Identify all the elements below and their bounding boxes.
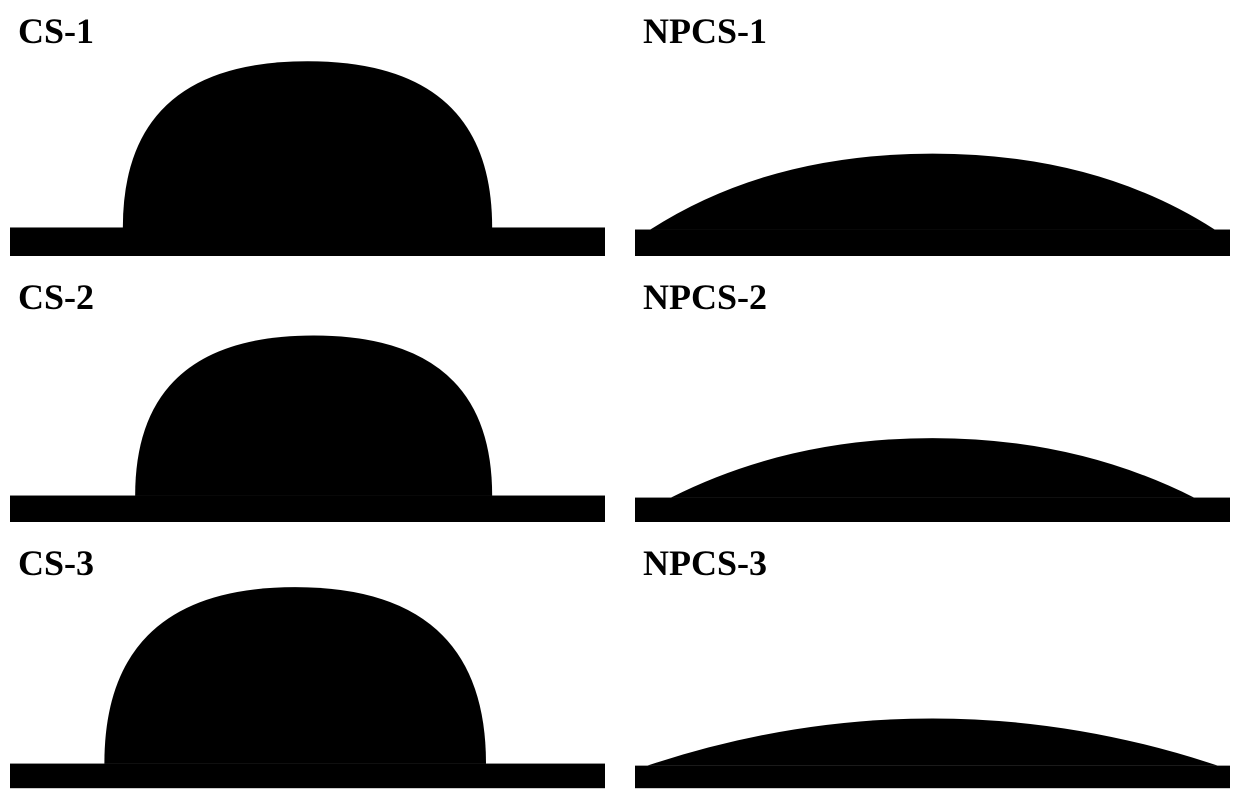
- substrate-cs2: [10, 496, 605, 523]
- substrate-npcs1: [635, 230, 1230, 257]
- droplet-shape-npcs3: [647, 719, 1217, 766]
- panel-label-cs3: CS-3: [18, 542, 94, 584]
- droplet-shape-npcs2: [671, 438, 1194, 497]
- droplet-svg-cs1: [10, 10, 605, 256]
- panel-cs2: CS-2: [10, 276, 605, 522]
- panel-label-npcs2: NPCS-2: [643, 276, 767, 318]
- figure-container: CS-1 NPCS-1 CS-2 NPCS-2: [0, 0, 1240, 798]
- substrate-npcs3: [635, 766, 1230, 789]
- droplet-svg-cs2: [10, 276, 605, 522]
- substrate-cs3: [10, 764, 605, 789]
- panel-cs3: CS-3: [10, 542, 605, 788]
- droplet-area-cs3: [10, 542, 605, 788]
- panel-label-npcs1: NPCS-1: [643, 10, 767, 52]
- droplet-area-cs2: [10, 276, 605, 522]
- droplet-svg-cs3: [10, 542, 605, 788]
- panel-npcs1: NPCS-1: [635, 10, 1230, 256]
- droplet-shape-cs3: [104, 588, 486, 764]
- substrate-npcs2: [635, 498, 1230, 523]
- panel-npcs2: NPCS-2: [635, 276, 1230, 522]
- substrate-cs1: [10, 227, 605, 256]
- panel-label-cs1: CS-1: [18, 10, 94, 52]
- panel-npcs3: NPCS-3: [635, 542, 1230, 788]
- droplet-area-cs1: [10, 10, 605, 256]
- panel-label-npcs3: NPCS-3: [643, 542, 767, 584]
- droplet-shape-cs1: [123, 61, 492, 227]
- droplet-shape-npcs1: [650, 154, 1214, 230]
- panel-label-cs2: CS-2: [18, 276, 94, 318]
- droplet-shape-cs2: [135, 336, 492, 496]
- panel-cs1: CS-1: [10, 10, 605, 256]
